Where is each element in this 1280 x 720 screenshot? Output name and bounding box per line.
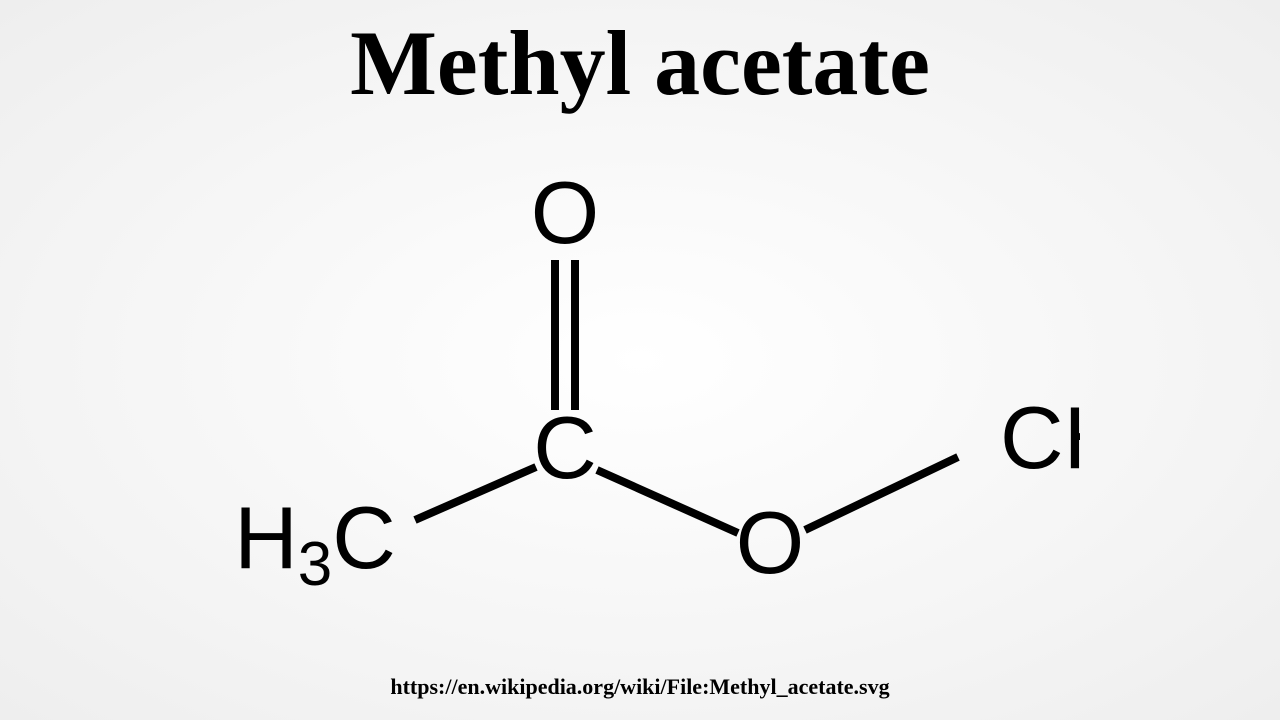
atom-c-center: C	[533, 398, 597, 497]
atom-h3c-left: H3C	[234, 488, 396, 599]
atoms-group: O C H3C O CH3	[234, 163, 1080, 599]
bonds-group	[415, 260, 958, 533]
atom-o-top: O	[531, 163, 599, 262]
bond-left	[415, 467, 536, 520]
atom-o-right: O	[736, 493, 804, 592]
bond-right	[805, 457, 958, 530]
atom-ch3-right: CH3	[1000, 388, 1080, 499]
source-url: https://en.wikipedia.org/wiki/File:Methy…	[0, 674, 1280, 700]
page-title: Methyl acetate	[0, 10, 1280, 116]
molecule-diagram: O C H3C O CH3	[210, 145, 1080, 645]
bond-mid	[597, 470, 738, 533]
